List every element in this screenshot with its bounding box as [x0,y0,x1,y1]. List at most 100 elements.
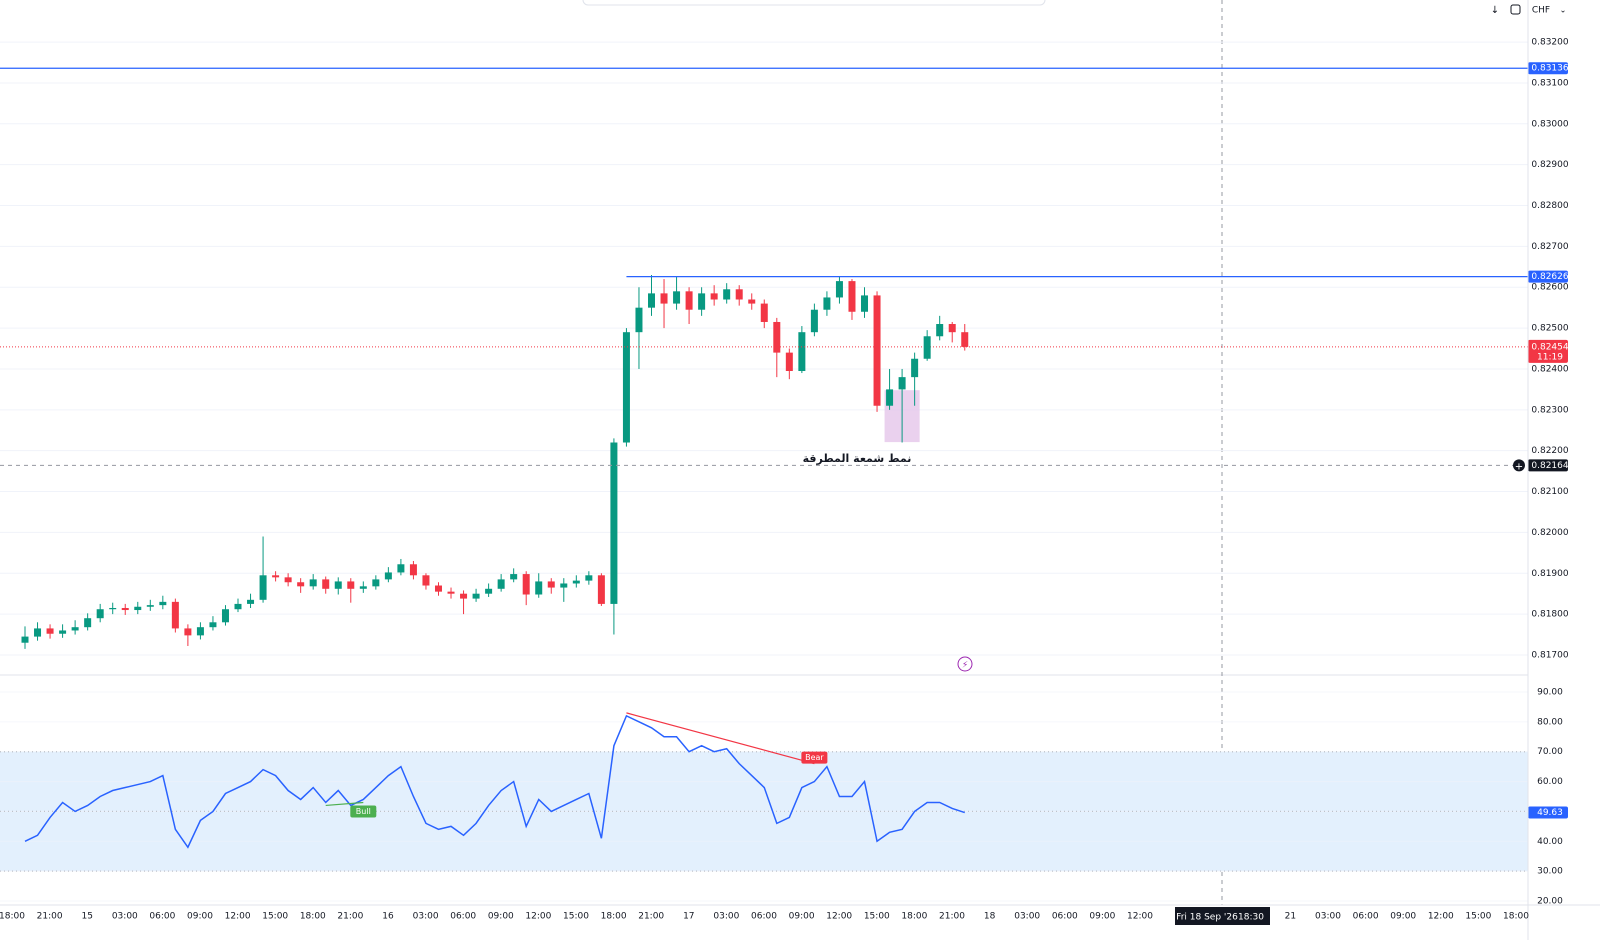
candle-body [460,593,468,599]
candle-body [898,377,906,390]
candle-body [234,603,242,610]
candle-body [297,582,305,587]
candle-body [597,575,605,604]
candle-body [635,307,643,333]
x-tick-label: 17 [683,912,694,922]
x-tick-label: 21:00 [939,912,965,922]
divergence-line [325,801,364,807]
candle-body [209,622,217,628]
y-tick-label: 0.83100 [1531,78,1568,88]
candle-body [397,564,405,573]
candle-body [121,607,129,611]
candle-body [710,293,718,300]
x-tick-label: 18:00 [901,912,927,922]
divergence-label: Bear [805,753,824,762]
y-tick-label: 0.82400 [1531,364,1568,374]
candle-body [247,599,255,604]
x-tick-label: 06:00 [1353,912,1379,922]
x-tick-label: 09:00 [1390,912,1416,922]
candle-body [810,309,818,333]
y-tick-label: 80.00 [1537,717,1563,727]
candle-body [861,295,869,312]
candle-body [434,585,442,592]
rsi-value-bg [1528,806,1568,819]
candle-body [723,289,731,300]
candle-body [196,627,204,636]
candle-body [622,332,630,443]
event-icon[interactable] [957,656,973,672]
currency[interactable]: CHF [1532,6,1550,16]
event-icon-glyph[interactable]: ⚡ [962,661,968,671]
x-tick-label: 03:00 [413,912,439,922]
price-label: 0.82626 [1531,272,1568,282]
candle-body [384,572,392,580]
y-tick-label: 0.81900 [1531,569,1568,579]
top-toolbar[interactable] [582,0,1046,6]
x-tick-label: 21:00 [337,912,363,922]
last-price-bg [1528,339,1568,363]
crosshair-time-clock: 18:30 [1238,913,1264,923]
candle-body [322,579,330,589]
candle-body [347,581,355,589]
y-tick-label: 0.81800 [1531,610,1568,620]
currency-caret[interactable]: ⌄ [1560,6,1567,15]
candle-body [447,591,455,594]
candle-body [372,579,380,587]
x-tick-label: 12:00 [225,912,251,922]
y-tick-label: 90.00 [1537,687,1563,697]
crosshair-time-date: Fri 18 Sep '26 [1176,913,1238,923]
x-tick-label: 03:00 [112,912,138,922]
x-tick-label: 06:00 [1052,912,1078,922]
reset-icon[interactable] [1510,4,1521,15]
y-tick-label: 0.82000 [1531,528,1568,538]
download-icon[interactable]: ↓ [1491,5,1499,16]
x-tick-label: 15:00 [1465,912,1491,922]
x-tick-label: 03:00 [1315,912,1341,922]
add-alert-button[interactable] [1513,459,1525,472]
add-alert-plus[interactable]: + [1515,461,1523,472]
candle-body [823,297,831,310]
candle-body [510,574,518,580]
candle-body [572,580,580,584]
crosshair-time-bg [1175,907,1270,925]
candle-body [785,352,793,372]
candle-body [96,609,104,619]
candle-body [21,636,29,643]
x-tick-label: 18:00 [601,912,627,922]
x-tick-label: 18:00 [300,912,326,922]
y-tick-label: 20.00 [1537,896,1563,906]
x-tick-label: 12:00 [1127,912,1153,922]
candle-body [71,627,79,631]
candle-body [146,605,154,607]
y-tick-label: 60.00 [1537,777,1563,787]
y-tick-label: 70.00 [1537,747,1563,757]
candle-body [673,291,681,304]
divergence-label-bg [350,805,377,818]
y-tick-label: 0.82600 [1531,283,1568,293]
candle-body [848,281,856,312]
x-tick-label: 15 [81,912,92,922]
candle-body [760,303,768,322]
candle-body [773,321,781,353]
x-tick-label: 09:00 [187,912,213,922]
candle-body [184,628,192,636]
candle-body [485,588,493,594]
x-tick-label: 09:00 [488,912,514,922]
candle-body [748,299,756,304]
candle-body [547,581,555,588]
candle-body [221,609,229,623]
candle-body [923,336,931,359]
x-tick-label: 16 [382,912,394,922]
candle-body [610,442,618,604]
candle-body [698,293,706,310]
x-tick-label: 21 [1285,912,1296,922]
candle-body [798,332,806,372]
candle-body [334,581,342,589]
candle-body [34,628,42,637]
divergence-label: Bull [356,807,371,816]
x-tick-label: 18:00 [0,912,25,922]
y-tick-label: 0.82700 [1531,242,1568,252]
x-tick-label: 15:00 [864,912,890,922]
x-tick-label: 06:00 [149,912,175,922]
